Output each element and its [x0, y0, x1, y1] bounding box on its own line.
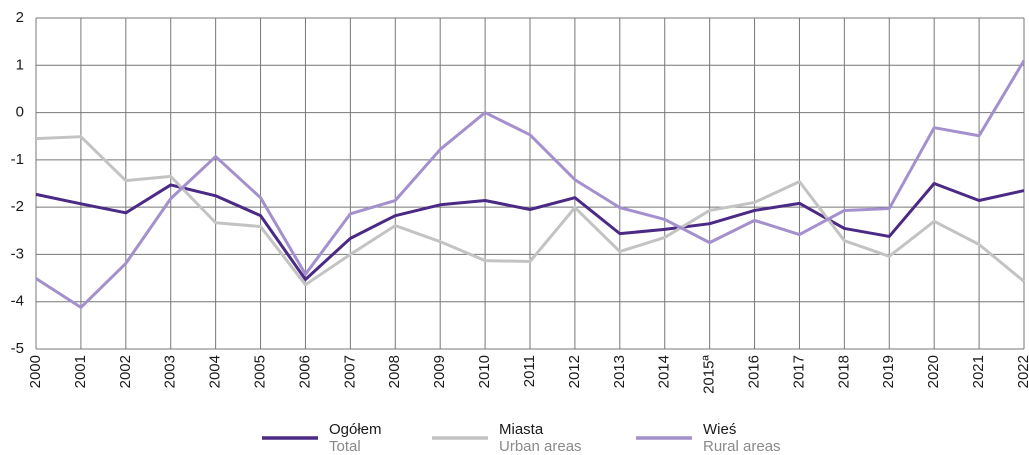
x-tick-label: 2011 [521, 355, 538, 387]
x-tick-label: 2005 [252, 355, 269, 388]
x-tick-label: 2002 [117, 355, 134, 388]
series-line [35, 59, 1026, 309]
legend-sublabel: Rural areas [703, 438, 781, 455]
y-tick-label: -2 [11, 198, 24, 215]
x-tick-label: 2004 [207, 355, 224, 388]
y-tick-label: 0 [16, 104, 24, 121]
x-tick-label: 2000 [27, 355, 44, 388]
x-tick-label: 2022 [1015, 355, 1029, 388]
x-tick-label: 2010 [476, 355, 493, 388]
x-tick-label: 2003 [162, 355, 179, 388]
x-tick-label: 2019 [880, 355, 897, 388]
y-tick-label: 1 [16, 56, 24, 73]
x-tick-label: 2006 [296, 355, 313, 388]
x-tick-label: 2020 [925, 355, 942, 388]
y-tick-label: -3 [11, 245, 24, 262]
x-tick-label: 2007 [341, 355, 358, 388]
legend-label: Ogółem [329, 421, 382, 438]
x-tick-label: 2016 [746, 355, 763, 388]
y-tick-label: -5 [11, 340, 24, 357]
legend-sublabel: Total [329, 438, 361, 455]
x-tick-label: 2021 [970, 355, 987, 388]
legend-label: Wieś [703, 421, 736, 438]
series-line [35, 182, 1025, 281]
x-tick-label: 2012 [566, 355, 583, 388]
x-tick-label: 2008 [386, 355, 403, 388]
x-tick-label: 2018 [835, 355, 852, 388]
x-tick-label: 2009 [431, 355, 448, 388]
legend-sublabel: Urban areas [499, 438, 582, 455]
x-tick-label: 2015ª [701, 355, 718, 394]
series-line [35, 135, 1025, 287]
y-tick-label: -1 [11, 151, 24, 168]
x-tick-label: 2017 [790, 355, 807, 388]
y-tick-label: 2 [16, 9, 24, 26]
legend-label: Miasta [499, 421, 544, 438]
x-tick-label: 2014 [656, 355, 673, 388]
x-tick-label: 2001 [72, 355, 89, 388]
y-tick-label: -4 [11, 293, 24, 310]
x-tick-label: 2013 [611, 355, 628, 388]
